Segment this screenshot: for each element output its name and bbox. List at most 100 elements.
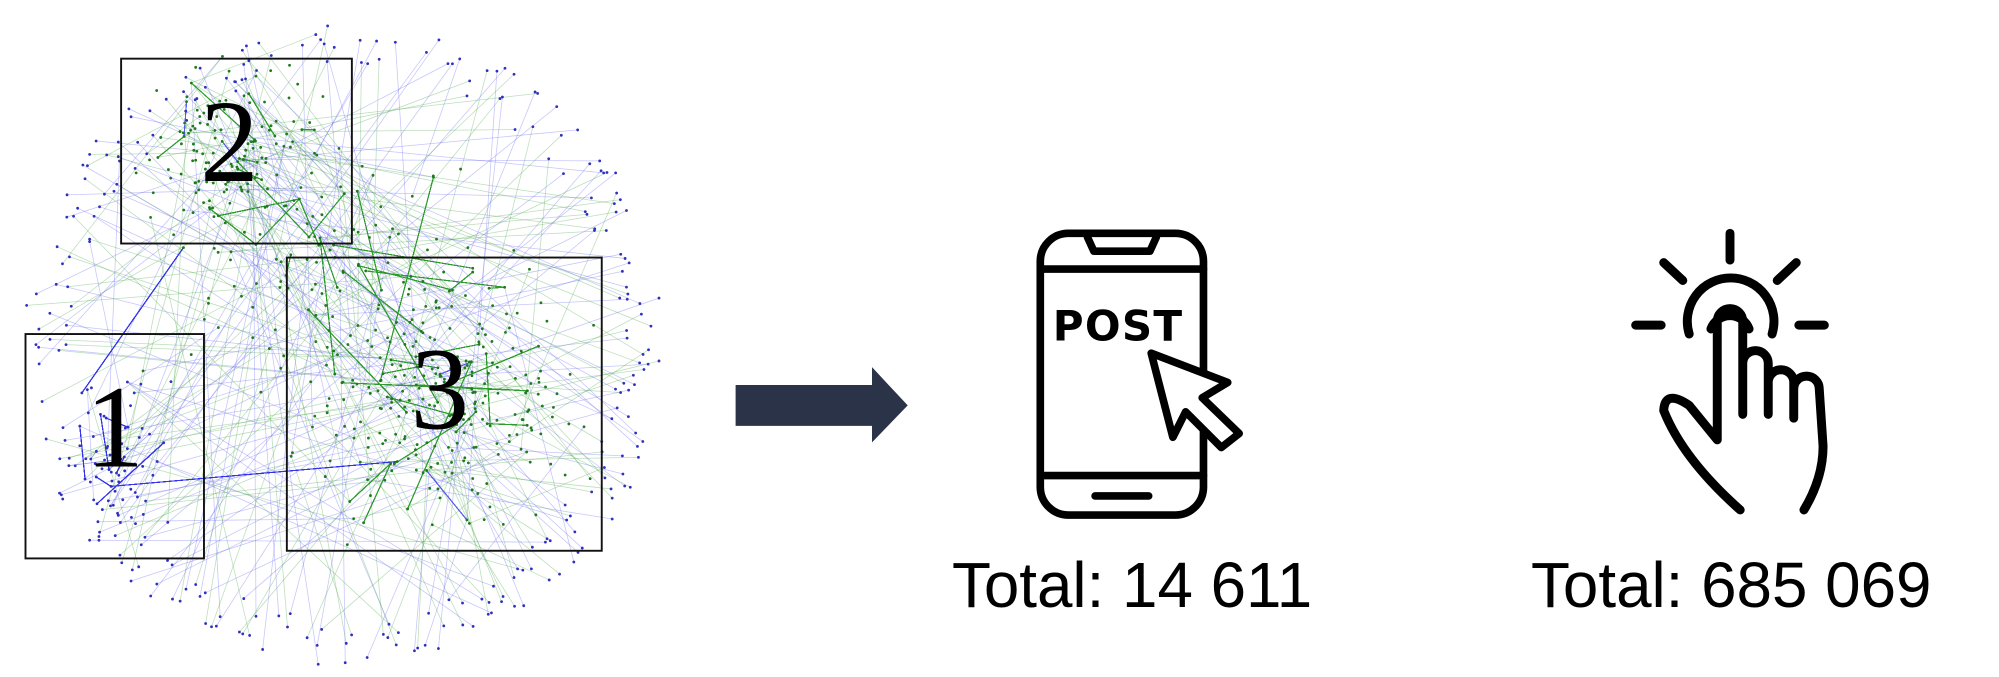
edge <box>319 237 336 375</box>
node <box>133 167 137 170</box>
edge <box>342 270 422 332</box>
node <box>403 437 406 441</box>
edge <box>487 423 528 426</box>
node <box>381 632 385 636</box>
edge <box>342 270 422 332</box>
edge <box>56 246 531 463</box>
edge <box>341 382 528 392</box>
edge <box>449 271 473 292</box>
edge <box>382 366 418 375</box>
edge <box>243 159 644 442</box>
node <box>48 311 52 315</box>
edge <box>489 286 505 289</box>
edge <box>319 237 338 288</box>
edge <box>455 411 477 433</box>
edge <box>248 93 276 137</box>
edge <box>487 423 528 426</box>
node <box>289 454 293 458</box>
node <box>134 171 138 175</box>
edge <box>319 237 338 288</box>
node <box>495 418 499 422</box>
edge <box>455 411 477 433</box>
edge <box>363 463 391 523</box>
node <box>447 598 451 602</box>
edge <box>183 101 187 137</box>
node <box>638 302 642 305</box>
edge <box>387 396 453 415</box>
node <box>92 498 96 502</box>
edge <box>387 262 613 499</box>
edge <box>426 470 468 521</box>
node <box>408 320 412 324</box>
edge <box>191 82 255 141</box>
edge <box>319 237 338 288</box>
edge <box>382 366 418 375</box>
node <box>162 441 166 445</box>
edge <box>141 337 388 546</box>
edge <box>487 423 528 426</box>
node <box>470 374 474 378</box>
node <box>381 442 385 446</box>
edge <box>342 270 422 332</box>
edge <box>205 168 625 487</box>
edge <box>358 264 438 403</box>
edge <box>358 265 453 291</box>
node <box>515 311 519 315</box>
node <box>182 246 185 250</box>
edge <box>191 82 255 141</box>
edge <box>157 136 185 158</box>
node <box>314 313 318 317</box>
edge <box>356 191 382 291</box>
edge <box>455 411 477 433</box>
node <box>325 411 329 415</box>
edge <box>358 265 453 291</box>
edge <box>237 161 310 238</box>
edge <box>183 101 187 137</box>
edge <box>485 353 491 426</box>
node <box>414 468 418 472</box>
edge <box>382 366 418 375</box>
edge <box>390 359 438 369</box>
node <box>470 387 474 391</box>
edge <box>308 309 407 413</box>
edge <box>308 193 345 238</box>
edge <box>426 470 571 517</box>
node <box>543 540 547 544</box>
edge <box>248 93 276 137</box>
edge <box>221 141 238 162</box>
node <box>37 362 41 366</box>
node <box>134 522 137 526</box>
node <box>289 253 293 257</box>
edge <box>218 198 300 217</box>
node <box>410 194 414 198</box>
edge <box>426 470 468 521</box>
edge <box>485 353 491 426</box>
edge <box>363 463 391 523</box>
edge <box>390 408 515 607</box>
edge <box>485 353 491 426</box>
edge <box>319 237 336 375</box>
edge <box>407 361 472 510</box>
edge <box>183 101 187 137</box>
node <box>391 227 394 231</box>
edge <box>363 463 391 523</box>
edge <box>157 136 185 158</box>
edge <box>365 270 505 288</box>
edge <box>485 353 491 426</box>
edge <box>485 353 491 426</box>
edge <box>157 136 185 158</box>
node <box>636 444 639 448</box>
edge <box>225 100 249 192</box>
edge <box>415 343 480 358</box>
edge <box>349 463 391 502</box>
edge <box>394 424 457 465</box>
edge <box>342 270 422 332</box>
edge <box>394 424 457 465</box>
edge <box>349 463 391 502</box>
edge <box>358 265 453 291</box>
node <box>615 191 619 195</box>
node <box>185 118 189 122</box>
node <box>334 433 338 437</box>
edge <box>237 161 310 238</box>
edge <box>319 237 336 375</box>
